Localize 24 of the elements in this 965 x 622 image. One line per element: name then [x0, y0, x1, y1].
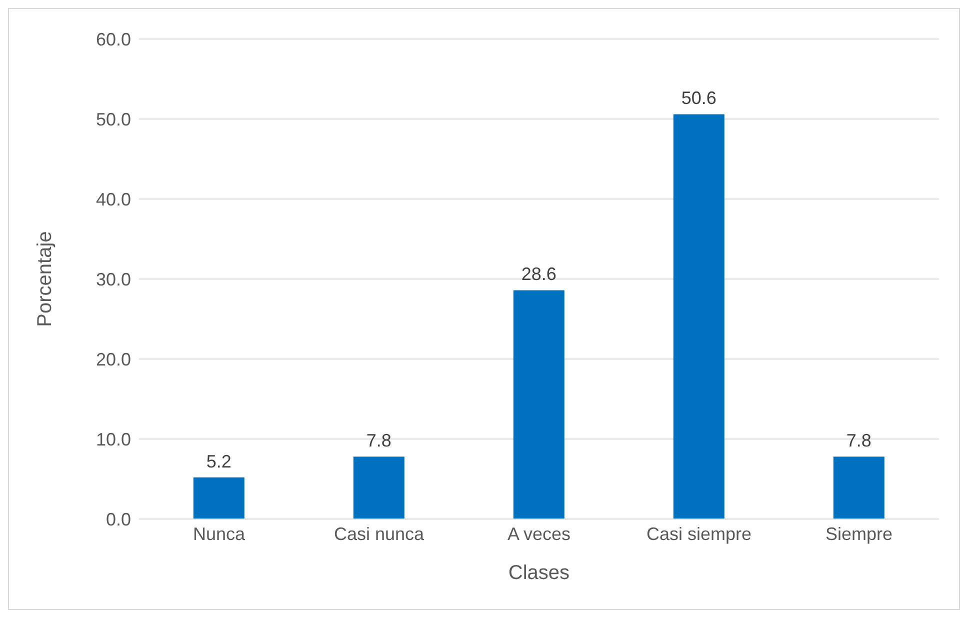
x-tick-label: Nunca — [192, 524, 246, 544]
data-label: 28.6 — [521, 264, 556, 284]
x-tick-label: Casi nunca — [334, 524, 426, 544]
y-axis-title: Porcentaje — [34, 231, 56, 327]
bar — [833, 456, 884, 519]
x-axis-title: Clases — [508, 562, 570, 584]
y-tick-label: 20.0 — [96, 349, 131, 370]
y-tick-label: 30.0 — [96, 269, 131, 290]
y-tick-label: 50.0 — [96, 109, 131, 130]
bar — [353, 456, 404, 519]
x-tick-label: Siempre — [825, 524, 893, 544]
x-tick-label: A veces — [507, 524, 571, 544]
bar — [673, 114, 724, 519]
data-label: 7.8 — [366, 430, 392, 451]
bar — [193, 477, 244, 519]
y-tick-label: 40.0 — [96, 189, 131, 210]
x-tick-label: Casi siempre — [646, 524, 752, 544]
y-tick-label: 60.0 — [96, 29, 131, 50]
y-tick-label: 0.0 — [106, 509, 131, 530]
data-label: 7.8 — [846, 430, 872, 451]
data-label: 50.6 — [681, 88, 716, 108]
bar — [513, 290, 564, 519]
data-label: 5.2 — [206, 451, 232, 472]
y-tick-label: 10.0 — [96, 429, 131, 450]
